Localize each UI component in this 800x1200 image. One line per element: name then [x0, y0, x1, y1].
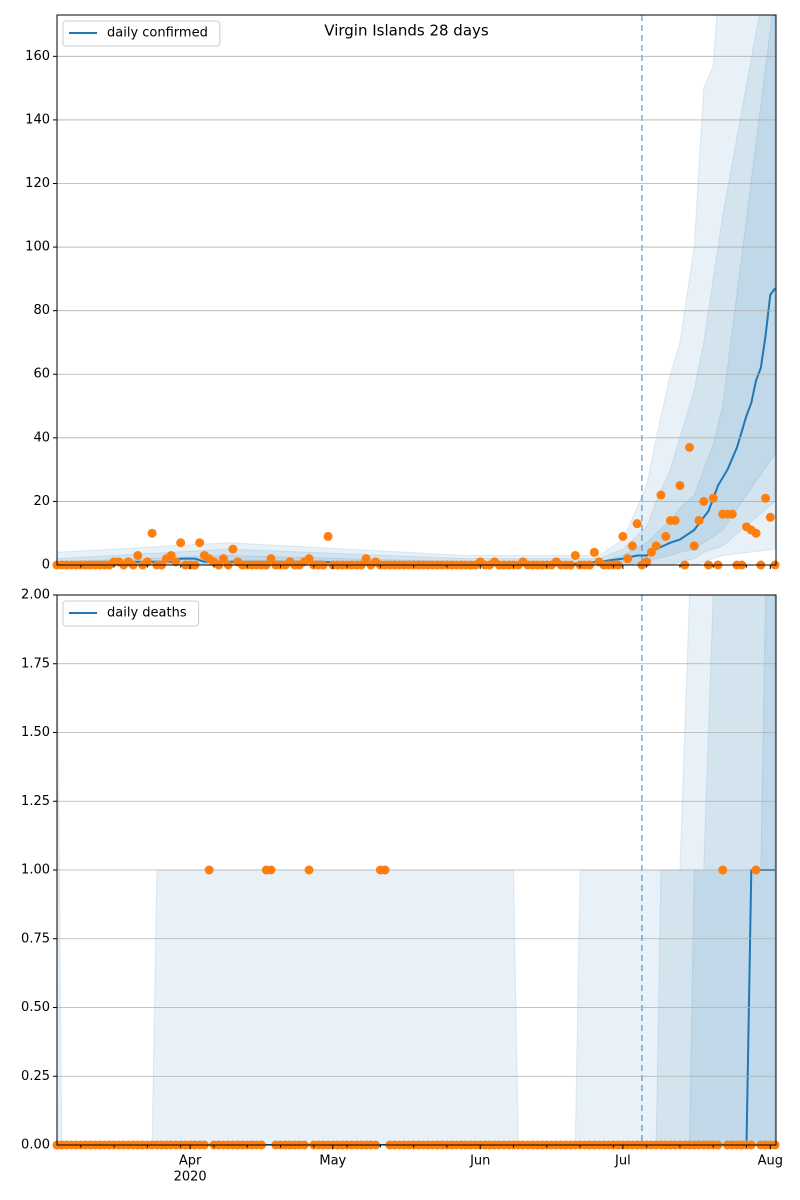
y-tick-label: 1.50 [21, 725, 50, 740]
x-tick-label: May [319, 1154, 346, 1169]
observed-point [694, 515, 704, 525]
legend: daily deaths [62, 600, 200, 627]
y-tick-label: 120 [25, 176, 50, 191]
observed-point [171, 557, 181, 567]
observed-point [304, 554, 314, 564]
observed-point [589, 547, 599, 557]
observed-point [708, 493, 718, 503]
observed-point [228, 544, 238, 554]
legend-box [62, 600, 200, 627]
observed-point [204, 865, 214, 875]
observed-point [266, 865, 276, 875]
observed-point [751, 865, 761, 875]
observed-point [651, 541, 661, 551]
y-tick-label: 0.00 [21, 1138, 50, 1153]
observed-point [623, 554, 633, 564]
observed-point [133, 550, 143, 560]
observed-point [361, 554, 371, 564]
y-tick-label: 1.25 [21, 794, 50, 809]
y-tick-label: 100 [25, 240, 50, 255]
y-tick-label: 0 [42, 558, 50, 573]
observed-point [699, 496, 709, 506]
observed-point [761, 493, 771, 503]
observed-point [147, 528, 157, 538]
legend-box [62, 20, 221, 47]
y-tick-label: 0.50 [21, 1000, 50, 1015]
observed-point [166, 550, 176, 560]
y-tick-label: 80 [33, 303, 50, 318]
legend-label: daily confirmed [107, 26, 208, 41]
observed-point [661, 531, 671, 541]
x-year-label: 2020 [174, 1170, 207, 1185]
observed-point [323, 531, 333, 541]
x-tick-label: Aug [758, 1154, 783, 1169]
chart-title: Virgin Islands 28 days [324, 22, 489, 40]
y-tick-label: 2.00 [21, 588, 50, 603]
observed-point [646, 547, 656, 557]
observed-point [176, 538, 186, 548]
observed-point [218, 554, 228, 564]
legend: daily confirmed [62, 20, 221, 47]
observed-point [195, 538, 205, 548]
y-tick-label: 1.00 [21, 863, 50, 878]
y-tick-label: 20 [33, 494, 50, 509]
observed-point [618, 531, 628, 541]
observed-point [727, 509, 737, 519]
plot-area [57, 15, 776, 565]
observed-point [642, 557, 652, 567]
x-tick-label: Apr [179, 1154, 202, 1169]
observed-point [380, 865, 390, 875]
observed-point [675, 481, 685, 491]
axes-frame [56, 14, 777, 566]
observed-point [266, 554, 276, 564]
band [57, 15, 776, 565]
observed-point [684, 442, 694, 452]
observed-point [142, 557, 152, 567]
band [57, 15, 776, 565]
x-tick-label: Jun [469, 1154, 490, 1169]
observed-point [627, 541, 637, 551]
y-tick-label: 140 [25, 112, 50, 127]
y-tick-label: 1.75 [21, 656, 50, 671]
legend-label: daily deaths [107, 606, 187, 621]
observed-point [570, 550, 580, 560]
x-tick-label: Jul [614, 1154, 631, 1169]
y-tick-label: 0.25 [21, 1069, 50, 1084]
observed-point [751, 528, 761, 538]
y-tick-label: 60 [33, 367, 50, 382]
observed-point [765, 512, 775, 522]
axes-frame [56, 594, 777, 1146]
observed-point [670, 515, 680, 525]
observed-point [718, 865, 728, 875]
y-tick-label: 40 [33, 430, 50, 445]
observed-point [304, 865, 314, 875]
observed-point [632, 519, 642, 529]
observed-point [689, 541, 699, 551]
band [57, 15, 776, 565]
observed-point [656, 490, 666, 500]
y-tick-label: 160 [25, 49, 50, 64]
y-tick-label: 0.75 [21, 931, 50, 946]
